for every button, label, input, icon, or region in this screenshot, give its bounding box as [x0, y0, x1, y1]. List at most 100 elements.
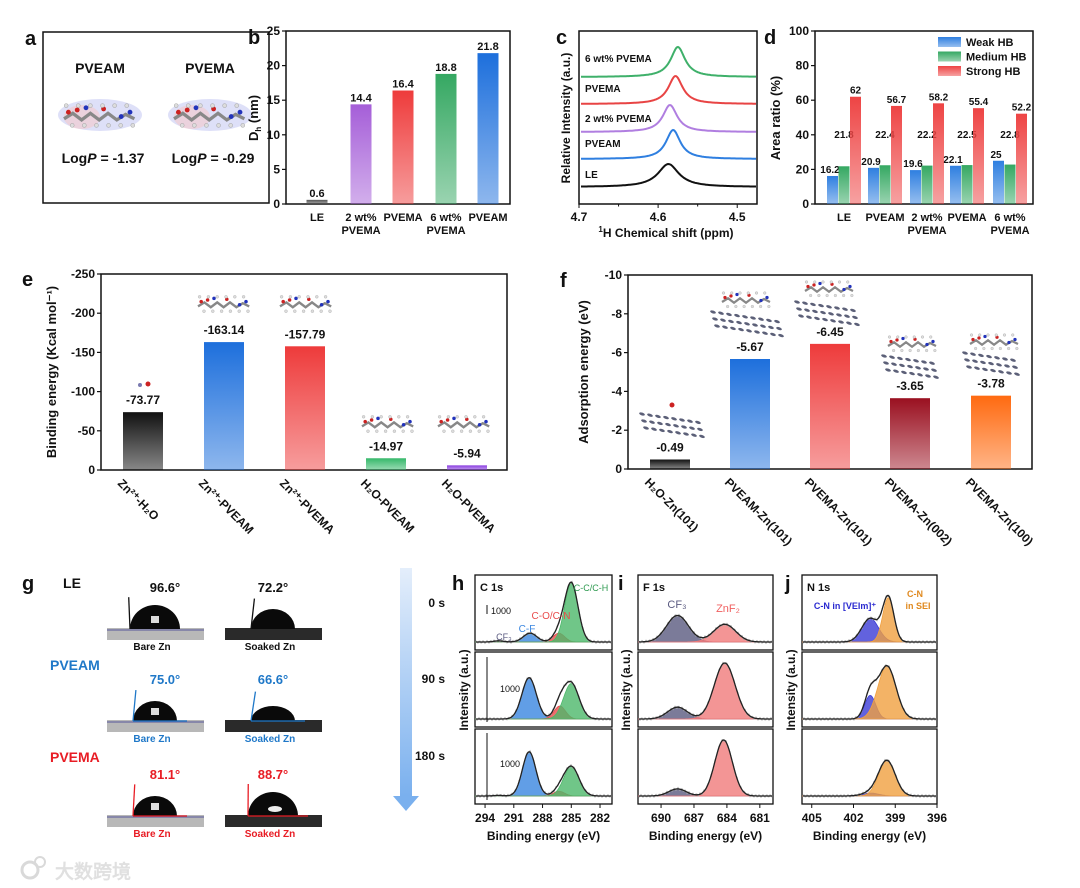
- nmr-curve-3: [581, 75, 756, 105]
- plot-b-ytick-label: 10: [267, 128, 281, 142]
- substrate-label: Bare Zn: [133, 734, 170, 745]
- plot-c-ylabel: Relative Intensity (a.u.): [559, 53, 573, 184]
- xps-title: F 1s: [643, 582, 665, 594]
- plot-f-ytick-label: 0: [615, 462, 622, 476]
- plot-e-ytick-label: 0: [88, 463, 95, 477]
- panel-label-j: j: [784, 573, 791, 595]
- plot-c-xtick-label: 4.5: [729, 210, 746, 224]
- category-label: Zn²⁺-PVEAM: [196, 476, 257, 537]
- logp-prefix: Log: [62, 150, 88, 166]
- scale-bar-label: 1000: [491, 606, 511, 616]
- category-label: PVEMA: [426, 225, 465, 237]
- xps-xtick-label: 687: [684, 811, 704, 825]
- logp-value: LogP = -0.29: [172, 150, 255, 166]
- nmr-curve-0: [581, 162, 756, 188]
- molecule-box: [42, 31, 270, 204]
- watermark-logo: 大数跨境: [20, 856, 131, 883]
- plot-d-ytick-label: 60: [796, 93, 810, 107]
- bar-value-label: -3.78: [977, 377, 1005, 391]
- zn-pvema-complex-icon: [279, 295, 332, 313]
- xlabel-text: H Chemical shift (ppm): [603, 226, 734, 240]
- logp-prefix: Log: [172, 150, 198, 166]
- xps-ylabel: Intensity (a.u.): [619, 649, 633, 730]
- plot-b-ytick-label: 25: [267, 24, 281, 38]
- xps-envelope: [803, 665, 936, 720]
- xps-i-subplot-2: [637, 728, 774, 805]
- bar-d-weak-hb: [950, 165, 961, 204]
- peak-label-c-f: C-F: [519, 624, 536, 635]
- legend-swatch: [938, 51, 961, 62]
- peak-label-c-o-c-n: C-O/C-N: [532, 611, 571, 622]
- bar-value-label: 19.6: [903, 159, 923, 170]
- ylabel-sub: h: [254, 127, 263, 132]
- xps-h-subplot-2: [474, 728, 613, 805]
- bar-value-label: 16.2: [820, 165, 840, 176]
- zn-slab-icon: [710, 310, 784, 338]
- xps-j-subplot-1: [801, 651, 938, 728]
- legend-label: Medium HB: [966, 52, 1027, 64]
- scale-bar-label: 1000: [500, 684, 520, 694]
- peak-label-znf2: ZnF₂: [716, 603, 740, 615]
- series-label: LE: [585, 170, 598, 181]
- series-label: 6 wt% PVEMA: [585, 54, 652, 65]
- bar-value-label: 62: [850, 86, 862, 97]
- bar-e-2: [285, 346, 325, 470]
- h2o-pvema-complex-icon: [437, 415, 490, 433]
- plot-f-ytick-label: -2: [611, 423, 622, 437]
- bar-value-label: 22.5: [957, 130, 977, 141]
- bar-value-label: -5.67: [736, 340, 764, 354]
- plot-e-ytick-label: -150: [71, 345, 95, 359]
- category-label: H₂O-Zn(101): [642, 475, 701, 534]
- xps-envelope: [476, 751, 611, 797]
- panel-label-d: d: [764, 27, 776, 49]
- molecule-name: PVEAM: [75, 60, 125, 76]
- contact-angle-value: 96.6°: [150, 580, 181, 595]
- bar-value-label: -3.65: [896, 379, 924, 393]
- nmr-curve-4: [581, 45, 756, 78]
- contact-angle-value: 75.0°: [150, 672, 181, 687]
- molecule-model-icon: [63, 103, 136, 128]
- bar-value-label: 0.6: [309, 188, 324, 200]
- bar-value-label: 16.4: [392, 79, 414, 91]
- peak-label-c-n-sei: C-N: [907, 589, 923, 599]
- time-label: 180 s: [415, 749, 445, 763]
- category-label: PVEMA: [907, 225, 946, 237]
- bar-d-strong-hb: [850, 96, 861, 204]
- bar-value-label: 21.8: [477, 41, 498, 53]
- bar-b-1: [350, 104, 372, 204]
- category-label: PVEMA: [947, 212, 986, 224]
- xps-j-subplot-2: [801, 728, 938, 805]
- substrate-label: Soaked Zn: [245, 734, 296, 745]
- xps-envelope: [476, 677, 611, 720]
- xps-raw-data: [802, 595, 937, 645]
- contact-angle-value: 66.6°: [258, 672, 289, 687]
- bar-value-label: 21.8: [834, 130, 854, 141]
- xps-title: C 1s: [480, 582, 503, 594]
- peak-label-c-c-c-h: C-C/C-H: [574, 583, 609, 593]
- bar-b-4: [477, 53, 499, 205]
- molecule-model-icon: [173, 103, 246, 128]
- contact-angle-row-title: PVEAM: [50, 657, 100, 673]
- soaked-zn-droplet-image: [225, 784, 322, 829]
- plot-b-ytick-label: 20: [267, 59, 281, 73]
- zn-slab-icon: [962, 351, 1020, 376]
- category-label: 6 wt%: [994, 212, 1025, 224]
- category-label: PVEMA: [383, 212, 422, 224]
- bar-value-label: -73.77: [126, 393, 160, 407]
- bar-value-label: 14.4: [350, 92, 372, 104]
- panel-label-g: g: [22, 573, 34, 595]
- peak-label-in-sei: in SEI: [905, 601, 930, 611]
- xps-xtick-label: 405: [802, 811, 822, 825]
- xps-envelope: [803, 594, 936, 643]
- bar-f-4: [971, 395, 1011, 469]
- ylabel-unit: (nm): [246, 95, 261, 127]
- plot-e-ytick-label: -100: [71, 385, 95, 399]
- logp-number: = -1.37: [97, 150, 145, 166]
- contact-angle-tangent: [250, 691, 257, 722]
- xps-h-subplot-1: [474, 651, 613, 728]
- plot-d-ytick-label: 100: [789, 24, 809, 38]
- bar-value-label: 25: [990, 150, 1002, 161]
- plot-d-ylabel: Area ratio (%): [768, 76, 783, 161]
- bar-value-label: -6.45: [816, 325, 844, 339]
- plot-d-ytick-label: 80: [796, 59, 810, 73]
